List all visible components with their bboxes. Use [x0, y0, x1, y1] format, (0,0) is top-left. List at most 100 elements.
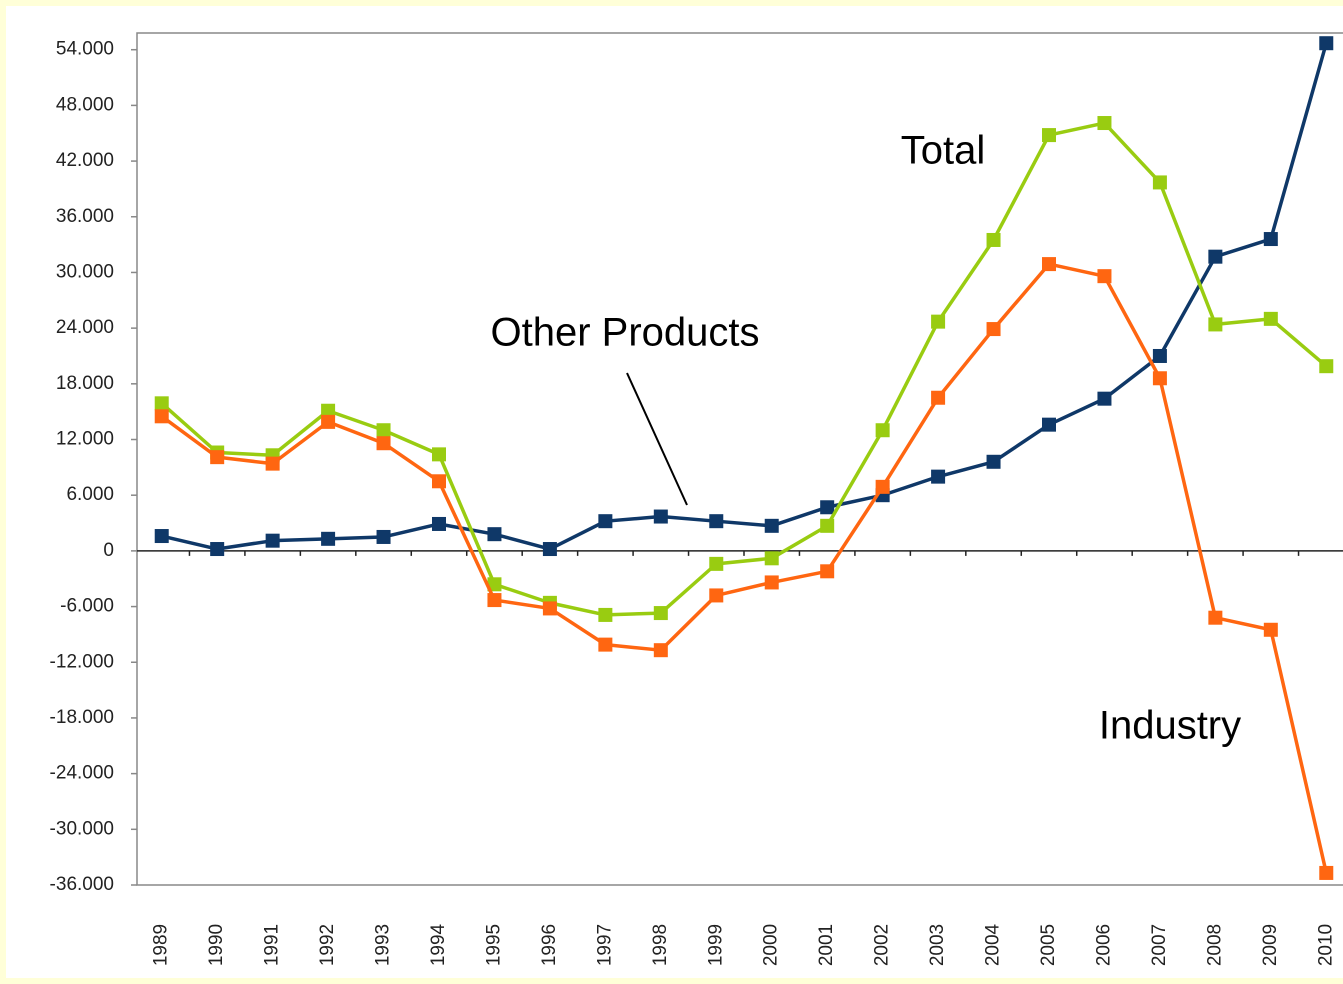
y-tick-label: 54.000	[56, 39, 114, 60]
marker	[820, 500, 835, 515]
x-tick-label: 1996	[539, 924, 560, 966]
x-tick-label: 2010	[1315, 924, 1336, 966]
marker	[1319, 865, 1334, 880]
marker	[820, 564, 835, 579]
marker	[487, 527, 502, 542]
marker	[1042, 257, 1056, 272]
marker	[598, 514, 613, 529]
y-tick-label: 18.000	[56, 373, 114, 394]
marker	[1042, 128, 1056, 143]
marker	[709, 588, 724, 603]
plot-frame	[136, 32, 1343, 886]
marker	[154, 529, 169, 544]
y-tick-label: 24.000	[56, 317, 114, 338]
marker	[764, 518, 779, 533]
annotation: Total	[901, 129, 986, 173]
y-tick-label: -36.000	[50, 874, 114, 895]
marker	[542, 542, 557, 557]
x-tick-label: 1994	[428, 923, 449, 966]
marker	[1319, 36, 1334, 51]
marker	[1097, 391, 1112, 406]
marker	[487, 577, 502, 592]
marker	[764, 551, 779, 566]
marker	[986, 232, 1001, 247]
series-line	[160, 262, 1328, 874]
marker	[986, 322, 1001, 337]
x-tick-label: 2008	[1204, 924, 1225, 966]
marker	[321, 414, 336, 429]
marker	[653, 606, 668, 621]
marker	[1263, 311, 1278, 326]
x-tick-label: 1995	[483, 924, 504, 966]
series-line	[161, 42, 1328, 551]
y-tick-label: 0	[103, 540, 114, 561]
series-line	[160, 121, 1328, 617]
marker	[432, 516, 446, 531]
x-tick-label: 1990	[206, 924, 227, 966]
x-tick-label: 1997	[594, 924, 615, 966]
y-tick-label: 36.000	[56, 206, 114, 227]
x-tick-label: 2001	[816, 924, 837, 966]
marker	[1097, 116, 1112, 131]
x-tick-label: 2002	[872, 924, 893, 966]
y-tick-label: 30.000	[56, 261, 114, 282]
marker	[598, 637, 613, 652]
marker	[265, 456, 280, 471]
marker	[709, 514, 724, 529]
marker	[321, 403, 336, 418]
marker	[154, 396, 169, 411]
y-tick-label: -24.000	[50, 763, 114, 784]
marker	[376, 529, 391, 544]
marker	[931, 469, 946, 484]
marker	[487, 593, 502, 608]
marker	[376, 436, 391, 451]
marker	[1208, 610, 1223, 625]
y-tick-label: -6.000	[60, 596, 114, 617]
annotation-pointer	[626, 372, 688, 506]
x-tick-label: 2000	[761, 924, 782, 966]
x-tick-label: 1999	[705, 924, 726, 966]
x-tick-label: 2004	[983, 923, 1004, 966]
y-tick-label: -18.000	[50, 707, 114, 728]
marker	[931, 390, 946, 405]
x-tick-label: 2009	[1260, 924, 1281, 966]
marker	[598, 607, 613, 622]
y-tick-label: -12.000	[50, 651, 114, 672]
y-tick-label: 12.000	[56, 429, 114, 450]
marker	[321, 531, 336, 546]
marker	[1042, 417, 1056, 432]
x-tick-label: 2006	[1093, 924, 1114, 966]
x-tick-label: 1992	[317, 924, 338, 966]
marker	[1152, 175, 1167, 190]
y-tick-label: -30.000	[50, 818, 114, 839]
x-tick-label: 1989	[151, 924, 172, 966]
marker	[1208, 317, 1223, 332]
marker	[1263, 232, 1278, 247]
marker	[1208, 249, 1223, 264]
marker	[1319, 359, 1334, 374]
x-tick-label: 2007	[1149, 924, 1170, 966]
marker	[1152, 371, 1167, 386]
marker	[820, 518, 835, 533]
annotation: Industry	[1099, 704, 1241, 748]
x-tick-label: 2005	[1038, 924, 1059, 966]
marker	[432, 474, 446, 489]
x-tick-label: 2003	[927, 924, 948, 966]
marker	[1152, 348, 1167, 363]
marker	[1263, 622, 1278, 637]
marker	[764, 575, 779, 590]
y-tick-label: 42.000	[56, 150, 114, 171]
marker	[432, 447, 446, 462]
x-tick-label: 1998	[650, 924, 671, 966]
y-tick-label: 48.000	[56, 94, 114, 115]
marker	[210, 450, 225, 465]
marker	[931, 314, 946, 329]
marker	[875, 423, 890, 438]
x-tick-label: 1991	[262, 924, 283, 966]
marker	[875, 479, 890, 494]
marker	[542, 601, 557, 616]
x-tick-label: 1993	[373, 924, 394, 966]
marker	[709, 556, 724, 571]
marker	[210, 542, 225, 557]
